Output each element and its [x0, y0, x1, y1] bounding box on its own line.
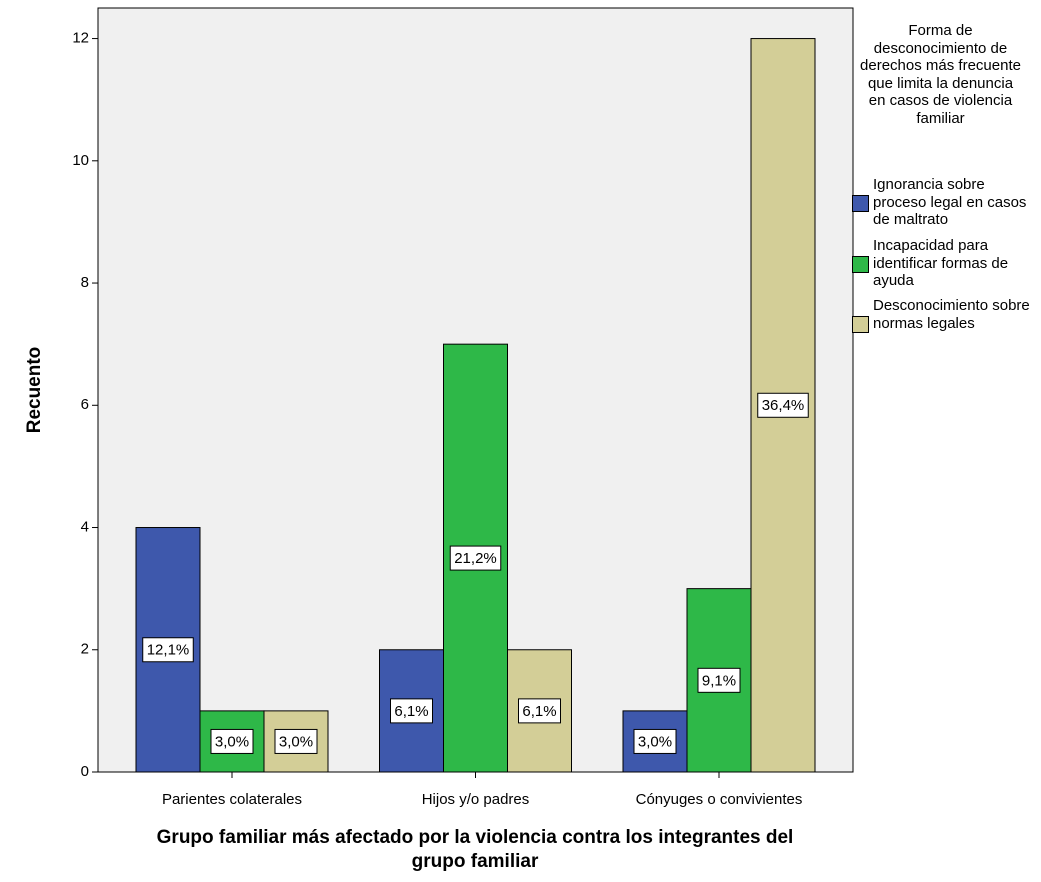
bar-label-box: [518, 698, 561, 724]
bar-label: 21,2%: [454, 550, 497, 567]
x-tick-label: Cónyuges o convivientes: [636, 791, 803, 808]
y-tick-label: 6: [81, 396, 89, 413]
bar-label: 6,1%: [522, 703, 556, 720]
bar-label-box: [390, 698, 433, 724]
y-tick-label: 4: [81, 518, 89, 535]
bar-label: 3,0%: [279, 733, 313, 750]
bar-label: 6,1%: [394, 703, 428, 720]
x-tick-label: Hijos y/o padres: [422, 791, 530, 808]
y-tick-label: 8: [81, 274, 89, 291]
bar-label: 3,0%: [215, 733, 249, 750]
bar-label: 3,0%: [638, 733, 672, 750]
bar-label-box: [757, 392, 809, 418]
y-tick-label: 2: [81, 641, 89, 658]
y-axis-title: Recuento: [24, 347, 45, 434]
legend-label: Desconocimiento sobre normas legales: [873, 297, 1030, 332]
x-tick-label: Parientes colaterales: [162, 791, 302, 808]
legend-swatch: [852, 256, 869, 273]
bar-label-box: [633, 728, 677, 754]
y-tick-label: 0: [81, 763, 89, 780]
bar-label: 9,1%: [702, 672, 736, 689]
bar-label-box: [274, 728, 318, 754]
bar-label: 36,4%: [762, 397, 805, 414]
legend-swatch: [852, 316, 869, 333]
legend-swatch: [852, 195, 869, 212]
legend-label: Incapacidad para identificar formas de a…: [873, 237, 1009, 289]
legend-label: Ignorancia sobre proceso legal en casos …: [873, 176, 1027, 228]
bar-label-box: [142, 637, 194, 663]
y-tick-label: 10: [72, 152, 89, 169]
x-axis-title: Grupo familiar más afectado por la viole…: [156, 827, 794, 872]
bar-label-box: [697, 667, 741, 693]
bar-label: 12,1%: [147, 642, 190, 659]
bar-label-box: [449, 545, 502, 571]
legend-title: Forma de desconocimiento de derechos más…: [860, 22, 1021, 127]
bar-label-box: [210, 728, 254, 754]
y-tick-label: 12: [72, 30, 89, 47]
